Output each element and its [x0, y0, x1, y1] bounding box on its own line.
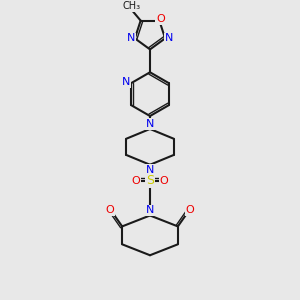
- Text: S: S: [146, 174, 154, 187]
- Text: N: N: [146, 119, 154, 129]
- Text: O: O: [156, 14, 165, 24]
- Text: O: O: [132, 176, 140, 186]
- Text: N: N: [127, 33, 135, 43]
- Text: N: N: [146, 206, 154, 215]
- Text: N: N: [122, 77, 130, 87]
- Text: N: N: [146, 165, 154, 175]
- Text: O: O: [160, 176, 168, 186]
- Text: O: O: [186, 206, 194, 215]
- Text: N: N: [165, 33, 173, 43]
- Text: O: O: [106, 206, 114, 215]
- Text: CH₃: CH₃: [123, 1, 141, 11]
